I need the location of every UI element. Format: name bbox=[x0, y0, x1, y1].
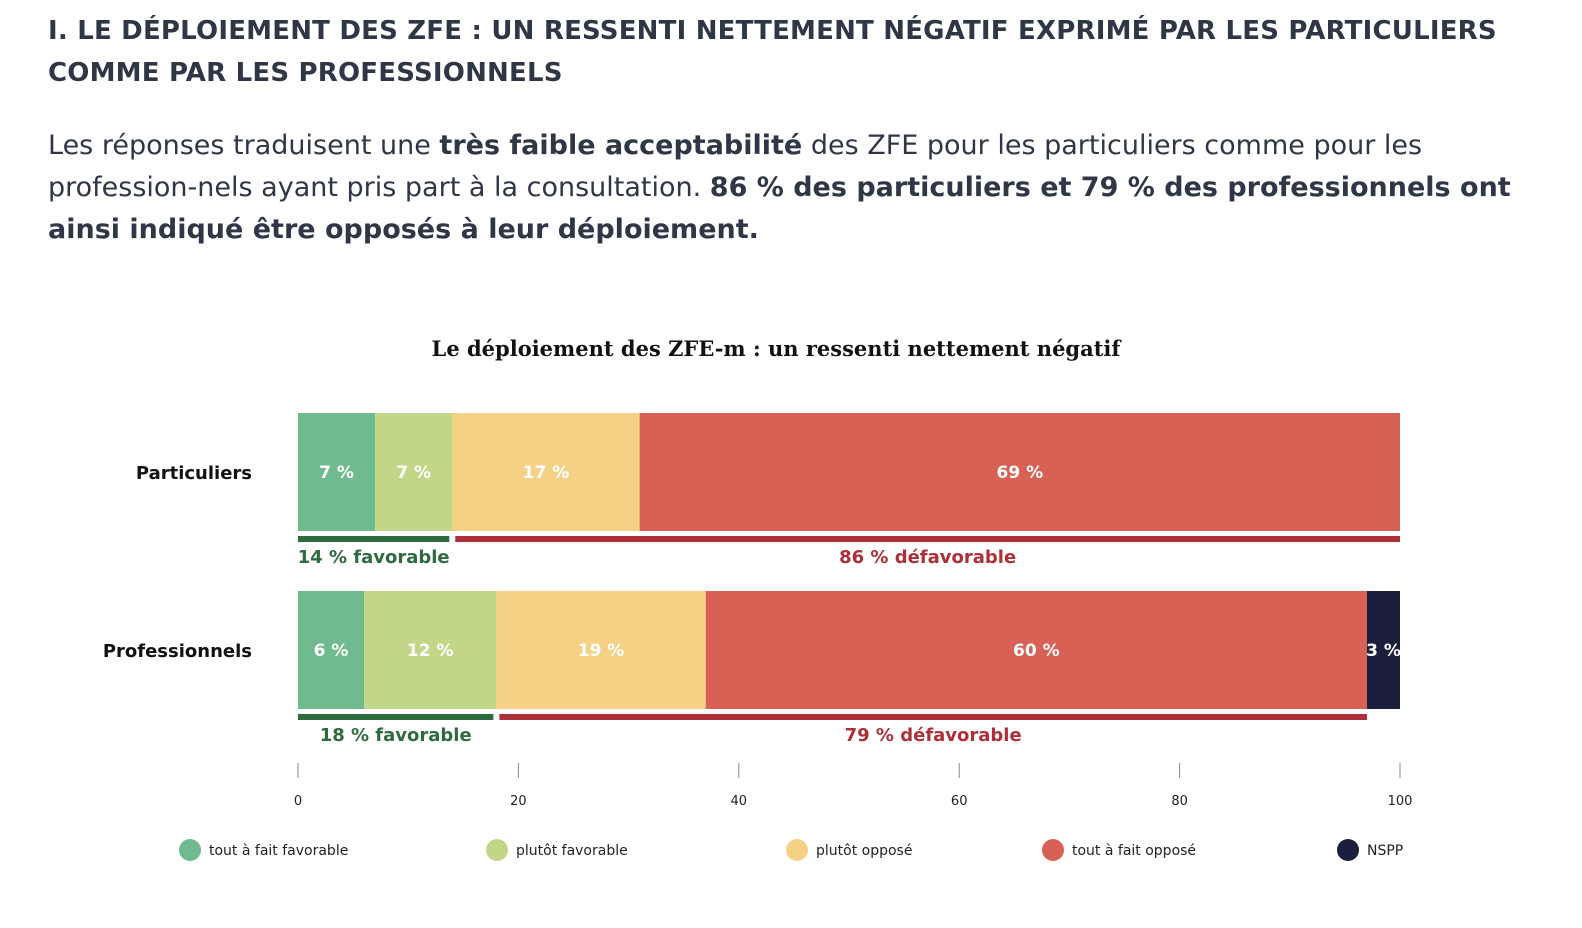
group-bracket bbox=[298, 536, 450, 542]
x-tick-label: 20 bbox=[510, 794, 527, 809]
intro-text-run: très faible acceptabilité bbox=[439, 130, 803, 161]
segment-value-label: 7 % bbox=[396, 463, 431, 483]
legend-swatch bbox=[786, 839, 808, 861]
bar-segment bbox=[496, 591, 706, 709]
legend-swatch bbox=[486, 839, 508, 861]
x-tick-label: 80 bbox=[1171, 794, 1188, 809]
legend-swatch bbox=[179, 839, 201, 861]
intro-text-run: des ZFE pour les particuliers comme pour… bbox=[48, 130, 1423, 203]
group-label: 14 % favorable bbox=[298, 547, 450, 568]
legend-swatch bbox=[1337, 839, 1359, 861]
segment-value-label: 12 % bbox=[407, 641, 454, 661]
x-tick-label: 60 bbox=[951, 794, 968, 809]
x-tick-label: 0 bbox=[294, 794, 302, 809]
legend: tout à fait favorable plutôt favorable plu… bbox=[179, 839, 1403, 861]
segment-value-label: 17 % bbox=[523, 463, 570, 483]
segment-value-label: 19 % bbox=[578, 641, 625, 661]
group-bracket bbox=[499, 714, 1367, 720]
legend-label: tout à fait opposé bbox=[1072, 843, 1196, 859]
x-tick-label: 40 bbox=[731, 794, 748, 809]
x-axis: 0 20 40 60 80 100 bbox=[294, 763, 1413, 809]
bar-segment bbox=[705, 591, 1367, 709]
bar-segment bbox=[298, 591, 365, 709]
group-label: 86 % défavorable bbox=[839, 547, 1016, 568]
bar-segment bbox=[375, 413, 453, 531]
segment-value-label: 60 % bbox=[1013, 641, 1060, 661]
segment-value-label: 69 % bbox=[997, 463, 1044, 483]
group-brackets-layer: 14 % favorable 86 % défavorable 18 % favor… bbox=[298, 536, 1400, 746]
segment-value-label: 7 % bbox=[319, 463, 354, 483]
intro-paragraph: Les réponses traduisent une très faible … bbox=[48, 125, 1518, 251]
intro-text-run: 86 % des particuliers et 79 % des profes… bbox=[48, 172, 1511, 245]
intro-text-run: Les réponses traduisent une bbox=[48, 130, 440, 161]
bar-segment bbox=[639, 413, 1400, 531]
stacked-bar-chart: Le déploiement des ZFE-m : un ressenti n… bbox=[103, 336, 1413, 861]
category-label: Professionnels bbox=[103, 641, 252, 662]
legend-label: NSPP bbox=[1367, 843, 1403, 859]
group-bracket bbox=[455, 536, 1400, 542]
segment-value-label: 3 % bbox=[1366, 641, 1401, 661]
bars-layer: Particuliers 7 % 7 % 17 % 69 % Professionnels… bbox=[103, 413, 1401, 709]
section-heading: I. LE DÉPLOIEMENT DES ZFE : UN RESSENTI … bbox=[48, 16, 1497, 88]
bar-segment bbox=[298, 413, 376, 531]
legend-swatch bbox=[1042, 839, 1064, 861]
chart-title: Le déploiement des ZFE-m : un ressenti n… bbox=[432, 336, 1123, 361]
group-bracket bbox=[298, 714, 494, 720]
bar-segment bbox=[1366, 591, 1400, 709]
bar-segment bbox=[364, 591, 497, 709]
group-label: 79 % défavorable bbox=[845, 725, 1022, 746]
group-label: 18 % favorable bbox=[320, 725, 472, 746]
x-tick-label: 100 bbox=[1388, 794, 1413, 809]
category-label: Particuliers bbox=[136, 463, 252, 484]
legend-label: tout à fait favorable bbox=[209, 843, 348, 859]
legend-label: plutôt favorable bbox=[516, 843, 628, 859]
legend-label: plutôt opposé bbox=[816, 843, 912, 859]
bar-segment bbox=[452, 413, 640, 531]
segment-value-label: 6 % bbox=[314, 641, 349, 661]
